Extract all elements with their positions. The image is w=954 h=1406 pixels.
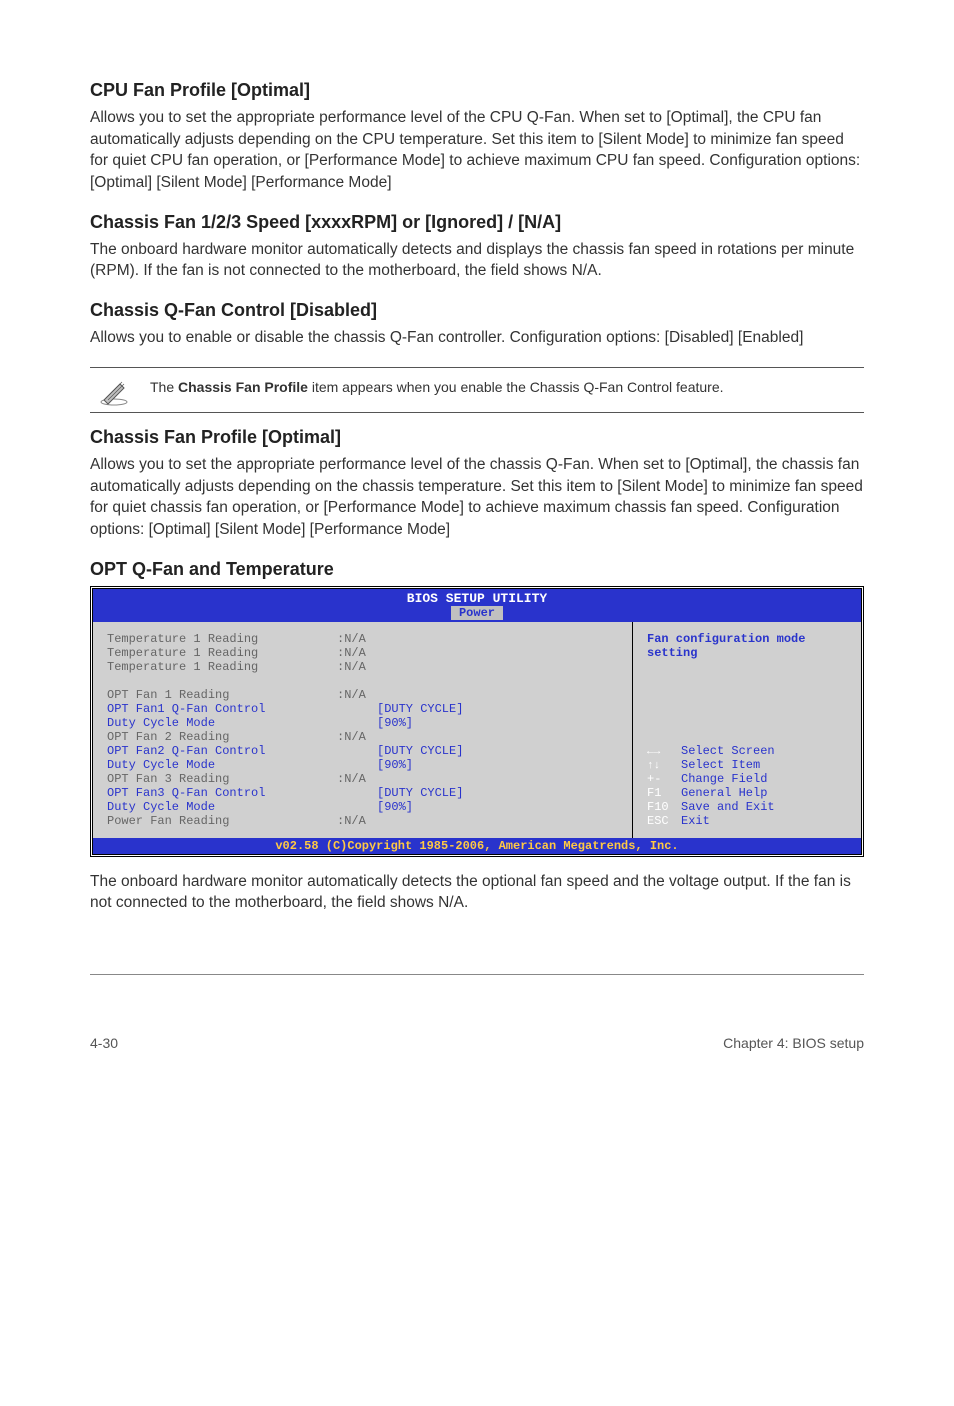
bios-left-panel: Temperature 1 Reading:N/ATemperature 1 R… [93,622,633,838]
bios-row-value: :N/A [337,814,618,828]
bios-key: ←→ [647,746,681,758]
section-heading-cpu-fan-profile: CPU Fan Profile [Optimal] [90,80,864,101]
bios-row-value: :N/A [337,772,618,786]
section-body-chassis-qfan-control: Allows you to enable or disable the chas… [90,327,864,349]
bios-row: Temperature 1 Reading:N/A [107,646,618,660]
bios-key: F10 [647,800,681,814]
bios-key-line: ↑↓Select Item [647,758,775,772]
chapter-label: Chapter 4: BIOS setup [723,1035,864,1051]
bios-key-line: +-Change Field [647,772,775,786]
bios-key-desc: Select Screen [681,744,775,758]
section-body-cpu-fan-profile: Allows you to set the appropriate perfor… [90,107,864,194]
bios-title: BIOS SETUP UTILITY [93,589,861,606]
bios-row-value: :N/A [337,632,618,646]
bios-row-label: Power Fan Reading [107,814,337,828]
bios-row-value: :N/A [337,730,618,744]
bios-row-label: Duty Cycle Mode [107,716,337,730]
bios-row: Temperature 1 Reading:N/A [107,660,618,674]
section-heading-chassis-qfan-control: Chassis Q-Fan Control [Disabled] [90,300,864,321]
footer-rule [90,974,864,975]
bios-row: OPT Fan2 Q-Fan Control[DUTY CYCLE] [107,744,618,758]
bios-row-label: Temperature 1 Reading [107,632,337,646]
bios-key-desc: Exit [681,814,710,828]
pencil-icon [90,374,140,406]
bios-row: OPT Fan 1 Reading:N/A [107,688,618,702]
bios-key: ↑↓ [647,760,681,772]
bios-key-line: F10Save and Exit [647,800,775,814]
bios-row-value: :N/A [337,660,618,674]
bios-key-line: ESCExit [647,814,775,828]
bios-screenshot: BIOS SETUP UTILITY Power Temperature 1 R… [90,586,864,857]
bios-row-label: Duty Cycle Mode [107,800,337,814]
bios-row: Duty Cycle Mode[90%] [107,716,618,730]
bios-row-value: :N/A [337,646,618,660]
bios-row-value: [90%] [337,800,618,814]
bios-row: OPT Fan 3 Reading:N/A [107,772,618,786]
section-heading-chassis-fan-speed: Chassis Fan 1/2/3 Speed [xxxxRPM] or [Ig… [90,212,864,233]
note-prefix: The [150,379,178,395]
bios-row: Power Fan Reading:N/A [107,814,618,828]
bios-key-desc: Change Field [681,772,767,786]
bios-row-value: [DUTY CYCLE] [337,702,618,716]
bios-key-desc: General Help [681,786,767,800]
bios-row: OPT Fan 2 Reading:N/A [107,730,618,744]
bios-key: ESC [647,814,681,828]
note-suffix: item appears when you enable the Chassis… [308,379,724,395]
bios-row: Duty Cycle Mode[90%] [107,758,618,772]
bios-key: F1 [647,786,681,800]
bios-row-value: [DUTY CYCLE] [337,744,618,758]
bios-row: OPT Fan1 Q-Fan Control[DUTY CYCLE] [107,702,618,716]
bios-tab-power: Power [451,606,503,620]
section-heading-opt-qfan: OPT Q-Fan and Temperature [90,559,864,580]
page-footer: 4-30 Chapter 4: BIOS setup [90,1035,864,1051]
bios-row-value: :N/A [337,688,618,702]
bios-row-label: OPT Fan 1 Reading [107,688,337,702]
bios-footer: v02.58 (C)Copyright 1985-2006, American … [93,838,861,854]
note-text: The Chassis Fan Profile item appears whe… [140,374,724,402]
bios-row-label: OPT Fan2 Q-Fan Control [107,744,337,758]
bios-key-desc: Save and Exit [681,800,775,814]
bios-row-label: OPT Fan 3 Reading [107,772,337,786]
bios-row-value: [DUTY CYCLE] [337,786,618,800]
bios-row: Temperature 1 Reading:N/A [107,632,618,646]
bios-help-text: Fan configuration mode setting [647,632,847,660]
bios-key-legend: ←→Select Screen↑↓Select Item+-Change Fie… [647,744,775,828]
page-number: 4-30 [90,1035,118,1051]
bios-key-desc: Select Item [681,758,760,772]
bios-row-label: OPT Fan 2 Reading [107,730,337,744]
note-bold: Chassis Fan Profile [178,379,308,395]
bios-row: OPT Fan3 Q-Fan Control[DUTY CYCLE] [107,786,618,800]
bios-row-label: Temperature 1 Reading [107,646,337,660]
bios-row-value: [90%] [337,758,618,772]
section-body-opt-qfan-after: The onboard hardware monitor automatical… [90,871,864,914]
bios-row: Duty Cycle Mode[90%] [107,800,618,814]
bios-right-panel: Fan configuration mode setting ←→Select … [633,622,861,838]
bios-row-label: OPT Fan3 Q-Fan Control [107,786,337,800]
section-heading-chassis-fan-profile: Chassis Fan Profile [Optimal] [90,427,864,448]
section-body-chassis-fan-speed: The onboard hardware monitor automatical… [90,239,864,282]
bios-row [107,674,618,688]
bios-key: +- [647,772,681,786]
bios-row-label: OPT Fan1 Q-Fan Control [107,702,337,716]
section-body-chassis-fan-profile: Allows you to set the appropriate perfor… [90,454,864,541]
note-box: The Chassis Fan Profile item appears whe… [90,367,864,413]
bios-row-label: Duty Cycle Mode [107,758,337,772]
bios-key-line: ←→Select Screen [647,744,775,758]
bios-key-line: F1General Help [647,786,775,800]
bios-row-label: Temperature 1 Reading [107,660,337,674]
bios-tab-row: Power [93,606,861,622]
bios-row-value: [90%] [337,716,618,730]
